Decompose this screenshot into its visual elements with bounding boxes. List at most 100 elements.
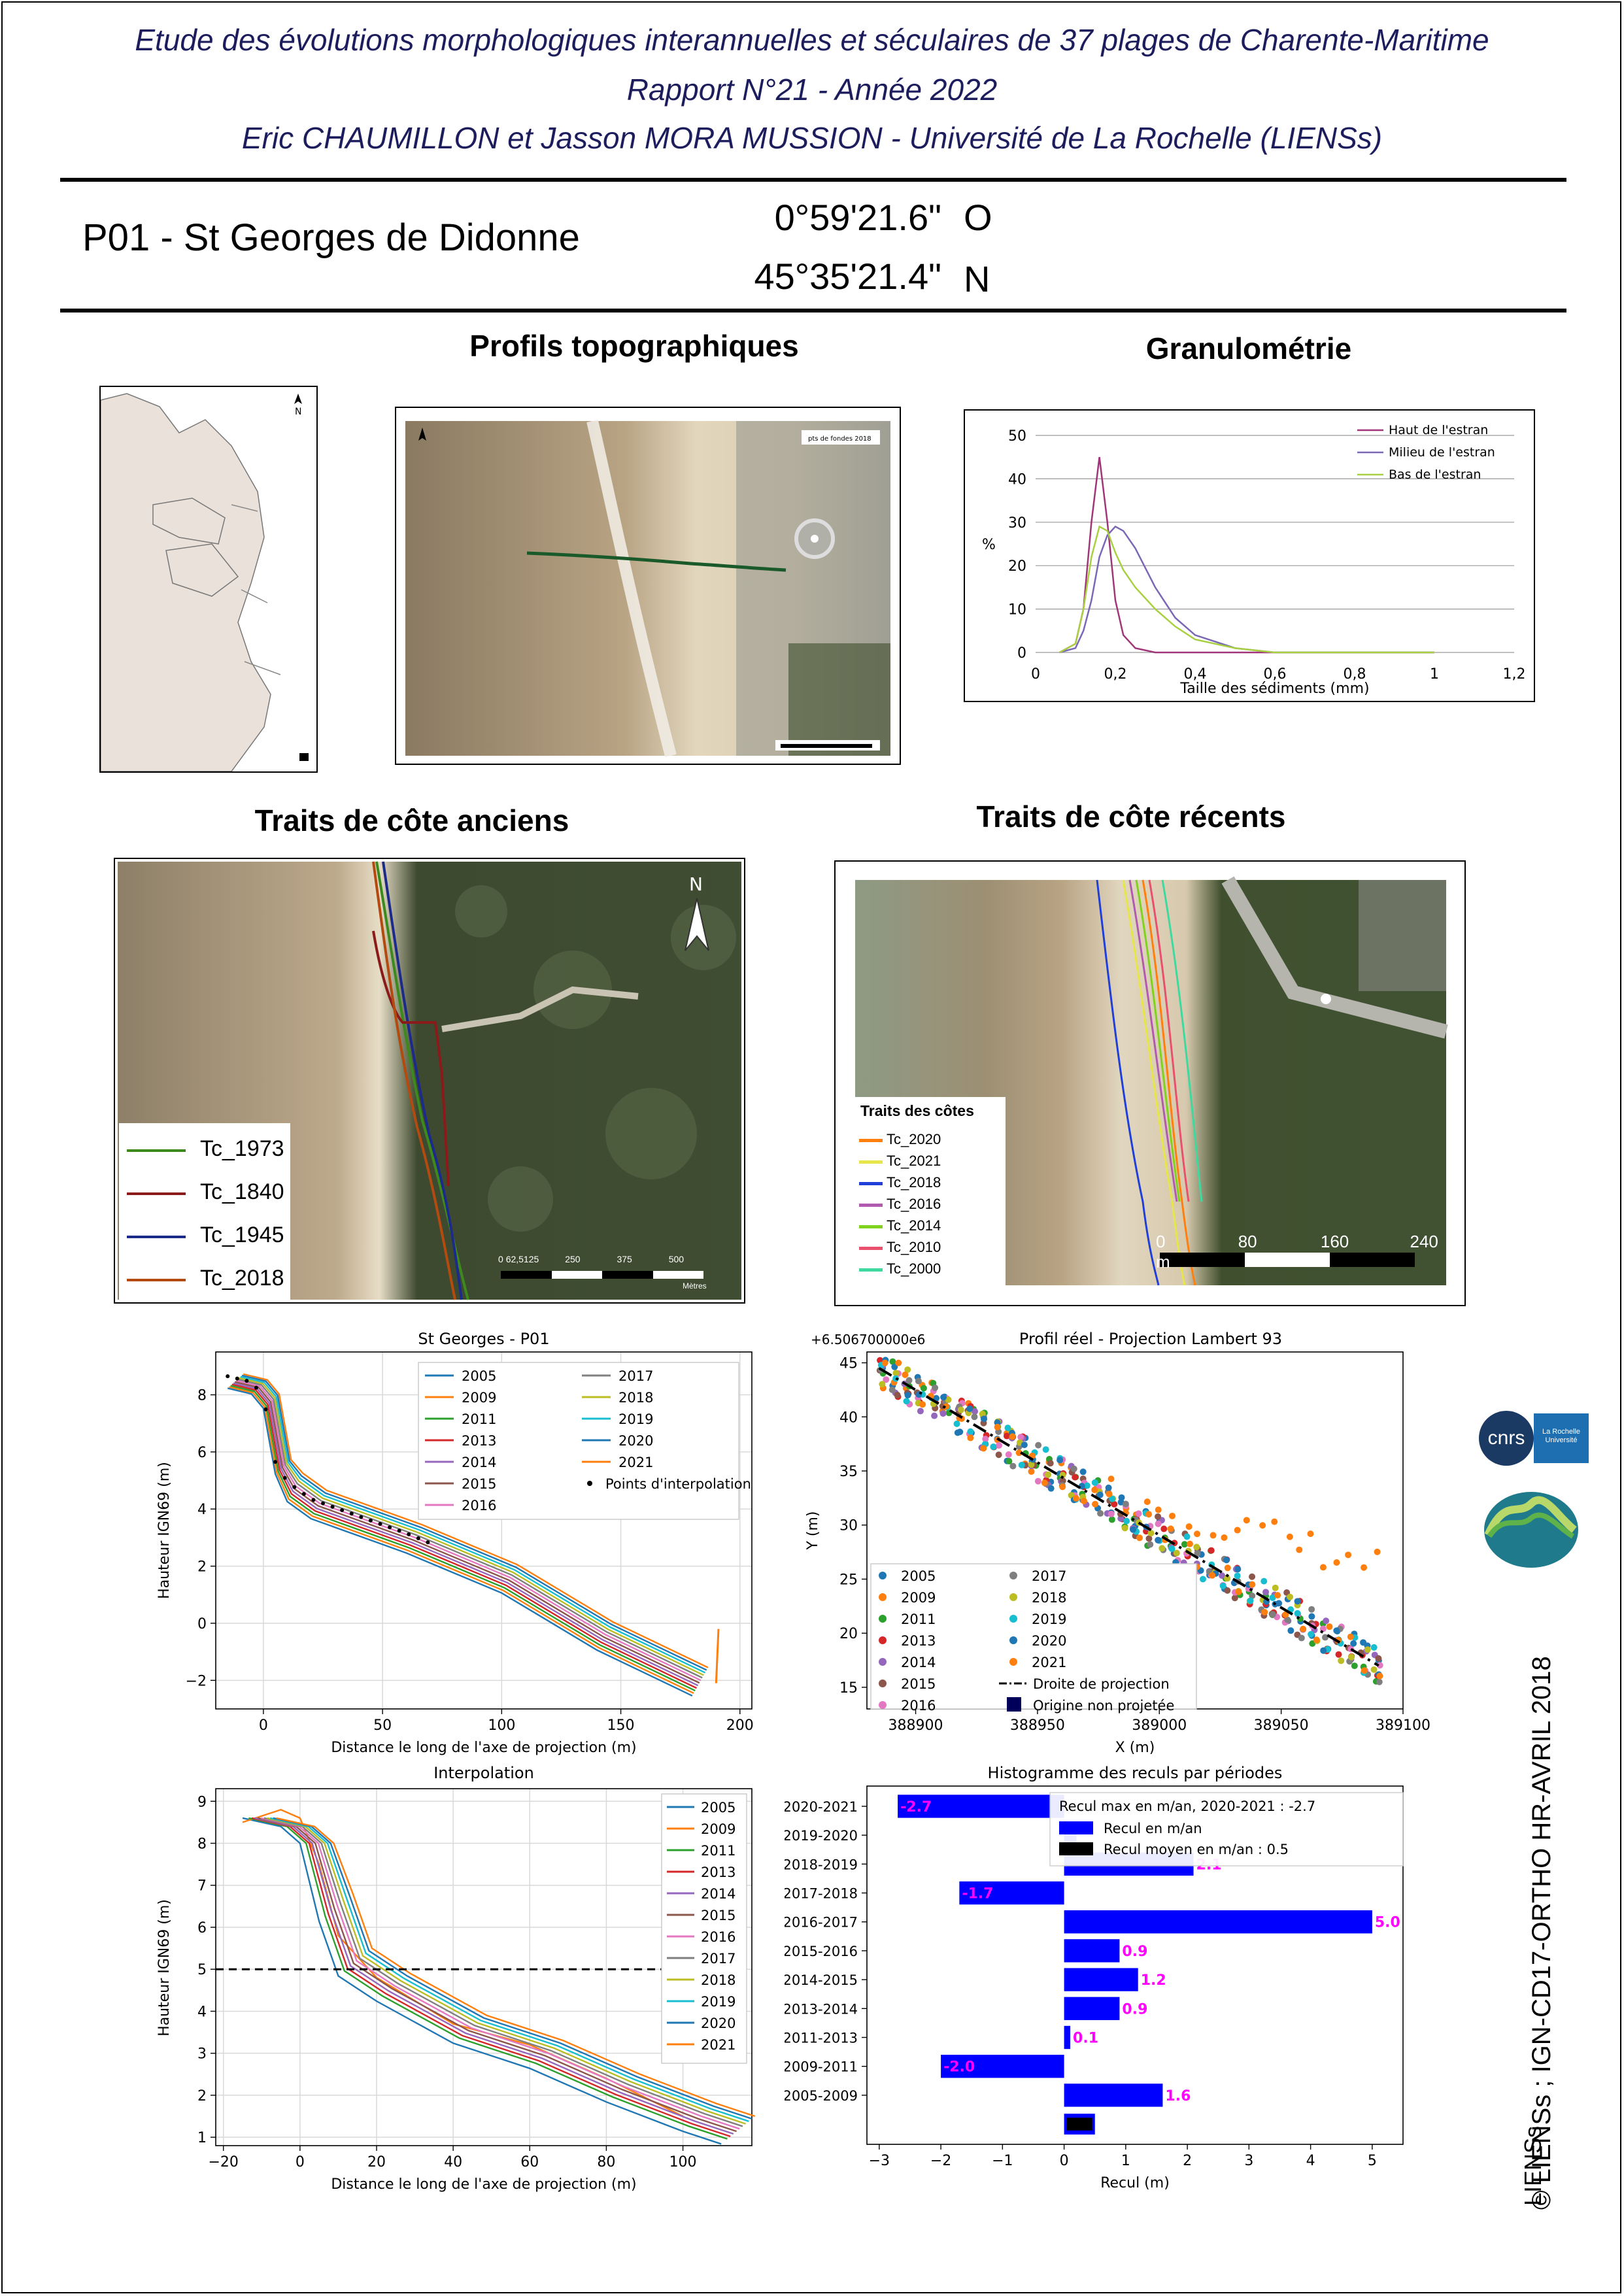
data-point [1081,1498,1088,1505]
recents-legend-title: Traits des côtes [860,1102,974,1119]
legend-line [859,1139,883,1142]
y-tick-label: 8 [197,1836,207,1853]
data-point [1147,1541,1154,1548]
data-point [1096,1491,1104,1498]
series-line [233,1382,699,1687]
interpolation-chart: −20 0 20 40 60 80 100 1 2 3 4 5 6 7 8 9 Interpolation Dis… [156,1764,756,2193]
y-tick-label: −2 [186,1673,207,1689]
data-point [1059,1483,1066,1491]
data-point [1185,1523,1193,1530]
legend-line [127,1149,186,1152]
profile-map: pts de fondes 2018 [395,407,901,765]
series-line [254,1817,734,2135]
y-tick-label: 15 [839,1680,858,1697]
data-point [1117,1515,1125,1522]
bar-value-label: 0.1 [1073,2030,1098,2046]
data-point [1375,1655,1382,1662]
y-axis-label: Hauteur IGN69 (m) [156,1899,173,2036]
cnrs-logo: cnrs [1479,1411,1534,1466]
legend-swatch [1059,1821,1093,1834]
data-point [1224,1575,1231,1582]
x-tick-label: −1 [992,2153,1013,2169]
legend-label: Tc_2020 [887,1131,941,1147]
legend-label: 2017 [1032,1568,1066,1584]
data-point [1376,1678,1383,1685]
data-point [920,1385,927,1392]
x-tick-label: 389050 [1254,1717,1309,1734]
legend-label: 2018 [618,1390,653,1406]
legend-swatch [1007,1697,1021,1712]
data-point [904,1366,911,1374]
legend-label: Recul max en m/an, 2020-2021 : -2.7 [1059,1798,1315,1814]
legend-label: 2014 [901,1655,936,1670]
legend-label: Tc_2016 [887,1196,941,1212]
data-point [1143,1498,1151,1506]
data-point [981,1415,988,1423]
recents-map: 0 80 160 240 m Traits des côtes Tc_2020 T… [834,860,1466,1306]
data-point [1123,1517,1130,1525]
legend-label: 2015 [901,1676,936,1692]
data-point [1009,1462,1017,1470]
data-point [1223,1557,1230,1564]
data-point [1091,1479,1098,1486]
data-point [1183,1533,1191,1540]
legend-label: Origine non projetée [1033,1698,1174,1714]
data-point [1041,1479,1048,1487]
credit-text: © LIENSs ; IGN-CD17-ORTHO HR-AVRIL 2018 [1527,1656,1556,2210]
legend-label: 2005 [901,1568,936,1584]
interpolation-point [349,1511,354,1516]
interpolation-point [368,1518,373,1523]
data-point [905,1377,913,1384]
series-line [1059,525,1434,654]
data-point [1160,1525,1168,1532]
bar-value-label: -1.7 [962,1886,993,1902]
data-point [1136,1534,1143,1542]
interpolation-point [226,1374,230,1379]
profile-track-line [526,551,787,572]
data-point [1047,1460,1054,1467]
chart-title: Profil réel - Projection Lambert 93 [1019,1330,1282,1348]
data-point [1294,1598,1301,1605]
profile-map-drawing: pts de fondes 2018 [405,419,890,758]
x-tick-label: 0 [1060,2153,1069,2169]
legend-label: 2015 [462,1476,496,1492]
legend-label: 2021 [618,1455,653,1470]
x-axis-label: Distance le long de l'axe de projection … [331,1740,636,1756]
legend-label: 2011 [701,1843,736,1859]
data-point [881,1359,888,1366]
data-point [1005,1451,1012,1458]
plot-frame [215,1788,753,2146]
data-point [1118,1494,1125,1501]
data-point [1109,1495,1116,1502]
interpolation-point [330,1504,335,1509]
series-line [240,1376,706,1674]
data-point [1004,1425,1011,1432]
data-point [1224,1587,1231,1594]
data-point [1376,1672,1383,1680]
y-tick-label: 0 [197,1616,207,1632]
category-label: 2017-2018 [785,1886,858,1902]
data-point [1021,1442,1028,1449]
interpolation-point [407,1532,411,1536]
data-point [1057,1457,1064,1464]
series-line [236,1379,702,1681]
site-name: P01 - St Georges de Didonne [82,216,580,259]
legend-label: Tc_1945 [200,1223,284,1247]
y-tick-label: 4 [197,2004,207,2020]
legend-label: Tc_2010 [887,1239,941,1255]
legend-label: 2005 [701,1800,736,1815]
bar [1064,1939,1120,1963]
x-tick-label: 0 [259,1717,268,1734]
category-label: 2009-2011 [785,2059,858,2075]
data-point [971,1413,978,1421]
data-point [895,1359,902,1366]
interpolation-point [311,1498,316,1502]
data-point [1034,1477,1041,1485]
data-point [939,1410,947,1417]
interpolation-point [397,1528,401,1533]
interpolation-point [245,1379,249,1383]
series-line [273,1817,753,2120]
header-rule-bottom [60,309,1566,312]
y-tick-label: 4 [197,1502,207,1518]
interpolation-point [254,1385,258,1390]
